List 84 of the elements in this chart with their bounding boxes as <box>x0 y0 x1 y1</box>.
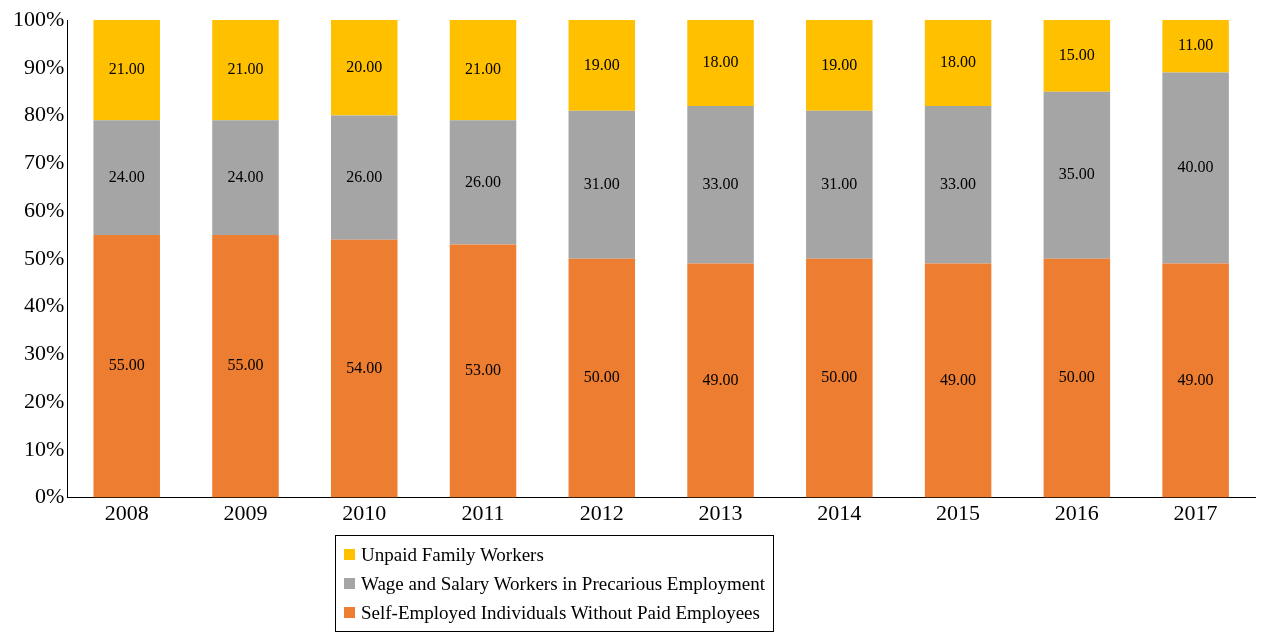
data-label: 19.00 <box>821 55 858 73</box>
y-tick-label: 60% <box>24 196 65 222</box>
bar <box>1043 20 1111 92</box>
data-label: 11.00 <box>1177 36 1214 54</box>
data-label: 21.00 <box>227 60 264 78</box>
bar <box>1043 91 1111 259</box>
bar <box>93 20 160 121</box>
y-tick-label: 50% <box>24 244 65 270</box>
bar <box>568 110 636 259</box>
y-tick-label: 90% <box>24 53 65 79</box>
bar <box>93 120 160 235</box>
data-label: 35.00 <box>1058 165 1095 183</box>
legend-label: Wage and Salary Workers in Precarious Employment <box>361 572 765 596</box>
bar <box>806 20 873 111</box>
data-label: 49.00 <box>940 370 977 388</box>
x-tick-label: 2012 <box>579 499 624 525</box>
data-label: 49.00 <box>702 370 739 388</box>
data-label: 15.00 <box>1058 46 1095 64</box>
bar <box>568 20 636 111</box>
bar <box>1162 72 1229 264</box>
bar <box>330 20 398 116</box>
y-tick-label: 40% <box>24 292 65 318</box>
bar <box>687 263 754 498</box>
data-label: 21.00 <box>108 60 145 78</box>
x-tick-label: 2013 <box>698 499 743 525</box>
x-tick-label: 2010 <box>342 499 387 525</box>
bar <box>449 244 517 498</box>
bar <box>212 234 279 498</box>
data-label: 50.00 <box>583 368 620 386</box>
data-label: 40.00 <box>1177 158 1214 176</box>
data-label: 18.00 <box>940 53 977 71</box>
data-label: 18.00 <box>702 53 739 71</box>
y-tick-label: 10% <box>24 435 65 461</box>
x-tick-label: 2015 <box>936 499 981 525</box>
bar <box>687 20 754 106</box>
data-label: 33.00 <box>702 174 739 192</box>
x-tick-label: 2016 <box>1054 499 1099 525</box>
x-tick-label: 2011 <box>461 499 505 525</box>
y-tick-label: 100% <box>13 5 65 31</box>
data-label: 49.00 <box>1177 370 1214 388</box>
bar <box>924 20 992 106</box>
data-label: 53.00 <box>465 361 502 379</box>
bar <box>212 20 279 121</box>
y-tick-label: 0% <box>35 483 65 509</box>
legend-label: Unpaid Family Workers <box>361 543 544 567</box>
x-tick-label: 2008 <box>104 499 149 525</box>
data-label: 26.00 <box>465 172 502 190</box>
bar <box>212 120 279 235</box>
bar <box>1162 263 1229 498</box>
bar <box>93 234 160 498</box>
data-label: 21.00 <box>465 60 502 78</box>
bar <box>924 105 992 264</box>
data-label: 20.00 <box>346 57 383 75</box>
data-label: 24.00 <box>227 167 264 185</box>
data-label: 50.00 <box>821 368 858 386</box>
bar <box>449 20 517 121</box>
x-tick-label: 2009 <box>223 499 268 525</box>
bar <box>330 115 398 240</box>
bar <box>568 258 636 498</box>
data-label: 55.00 <box>108 356 145 374</box>
bar <box>924 263 992 498</box>
bar <box>330 239 398 498</box>
data-label: 31.00 <box>583 174 620 192</box>
data-label: 55.00 <box>227 356 264 374</box>
bar <box>687 105 754 264</box>
data-label: 33.00 <box>940 174 977 192</box>
data-label: 31.00 <box>821 174 858 192</box>
data-label: 24.00 <box>108 167 145 185</box>
x-tick-label: 2017 <box>1173 499 1218 525</box>
y-tick-label: 20% <box>24 387 65 413</box>
data-label: 26.00 <box>346 167 383 185</box>
bar <box>806 258 873 498</box>
data-label: 54.00 <box>346 358 383 376</box>
x-tick-label: 2014 <box>817 499 862 525</box>
legend-label: Self-Employed Individuals Without Paid Employees <box>361 601 760 625</box>
data-label: 50.00 <box>1058 368 1095 386</box>
y-tick-label: 30% <box>24 340 65 366</box>
y-tick-label: 70% <box>24 149 65 175</box>
y-tick-label: 80% <box>24 101 65 127</box>
data-label: 19.00 <box>583 55 620 73</box>
bar <box>449 120 517 245</box>
bar <box>1043 258 1111 498</box>
bar <box>1162 20 1229 73</box>
bar <box>806 110 873 259</box>
